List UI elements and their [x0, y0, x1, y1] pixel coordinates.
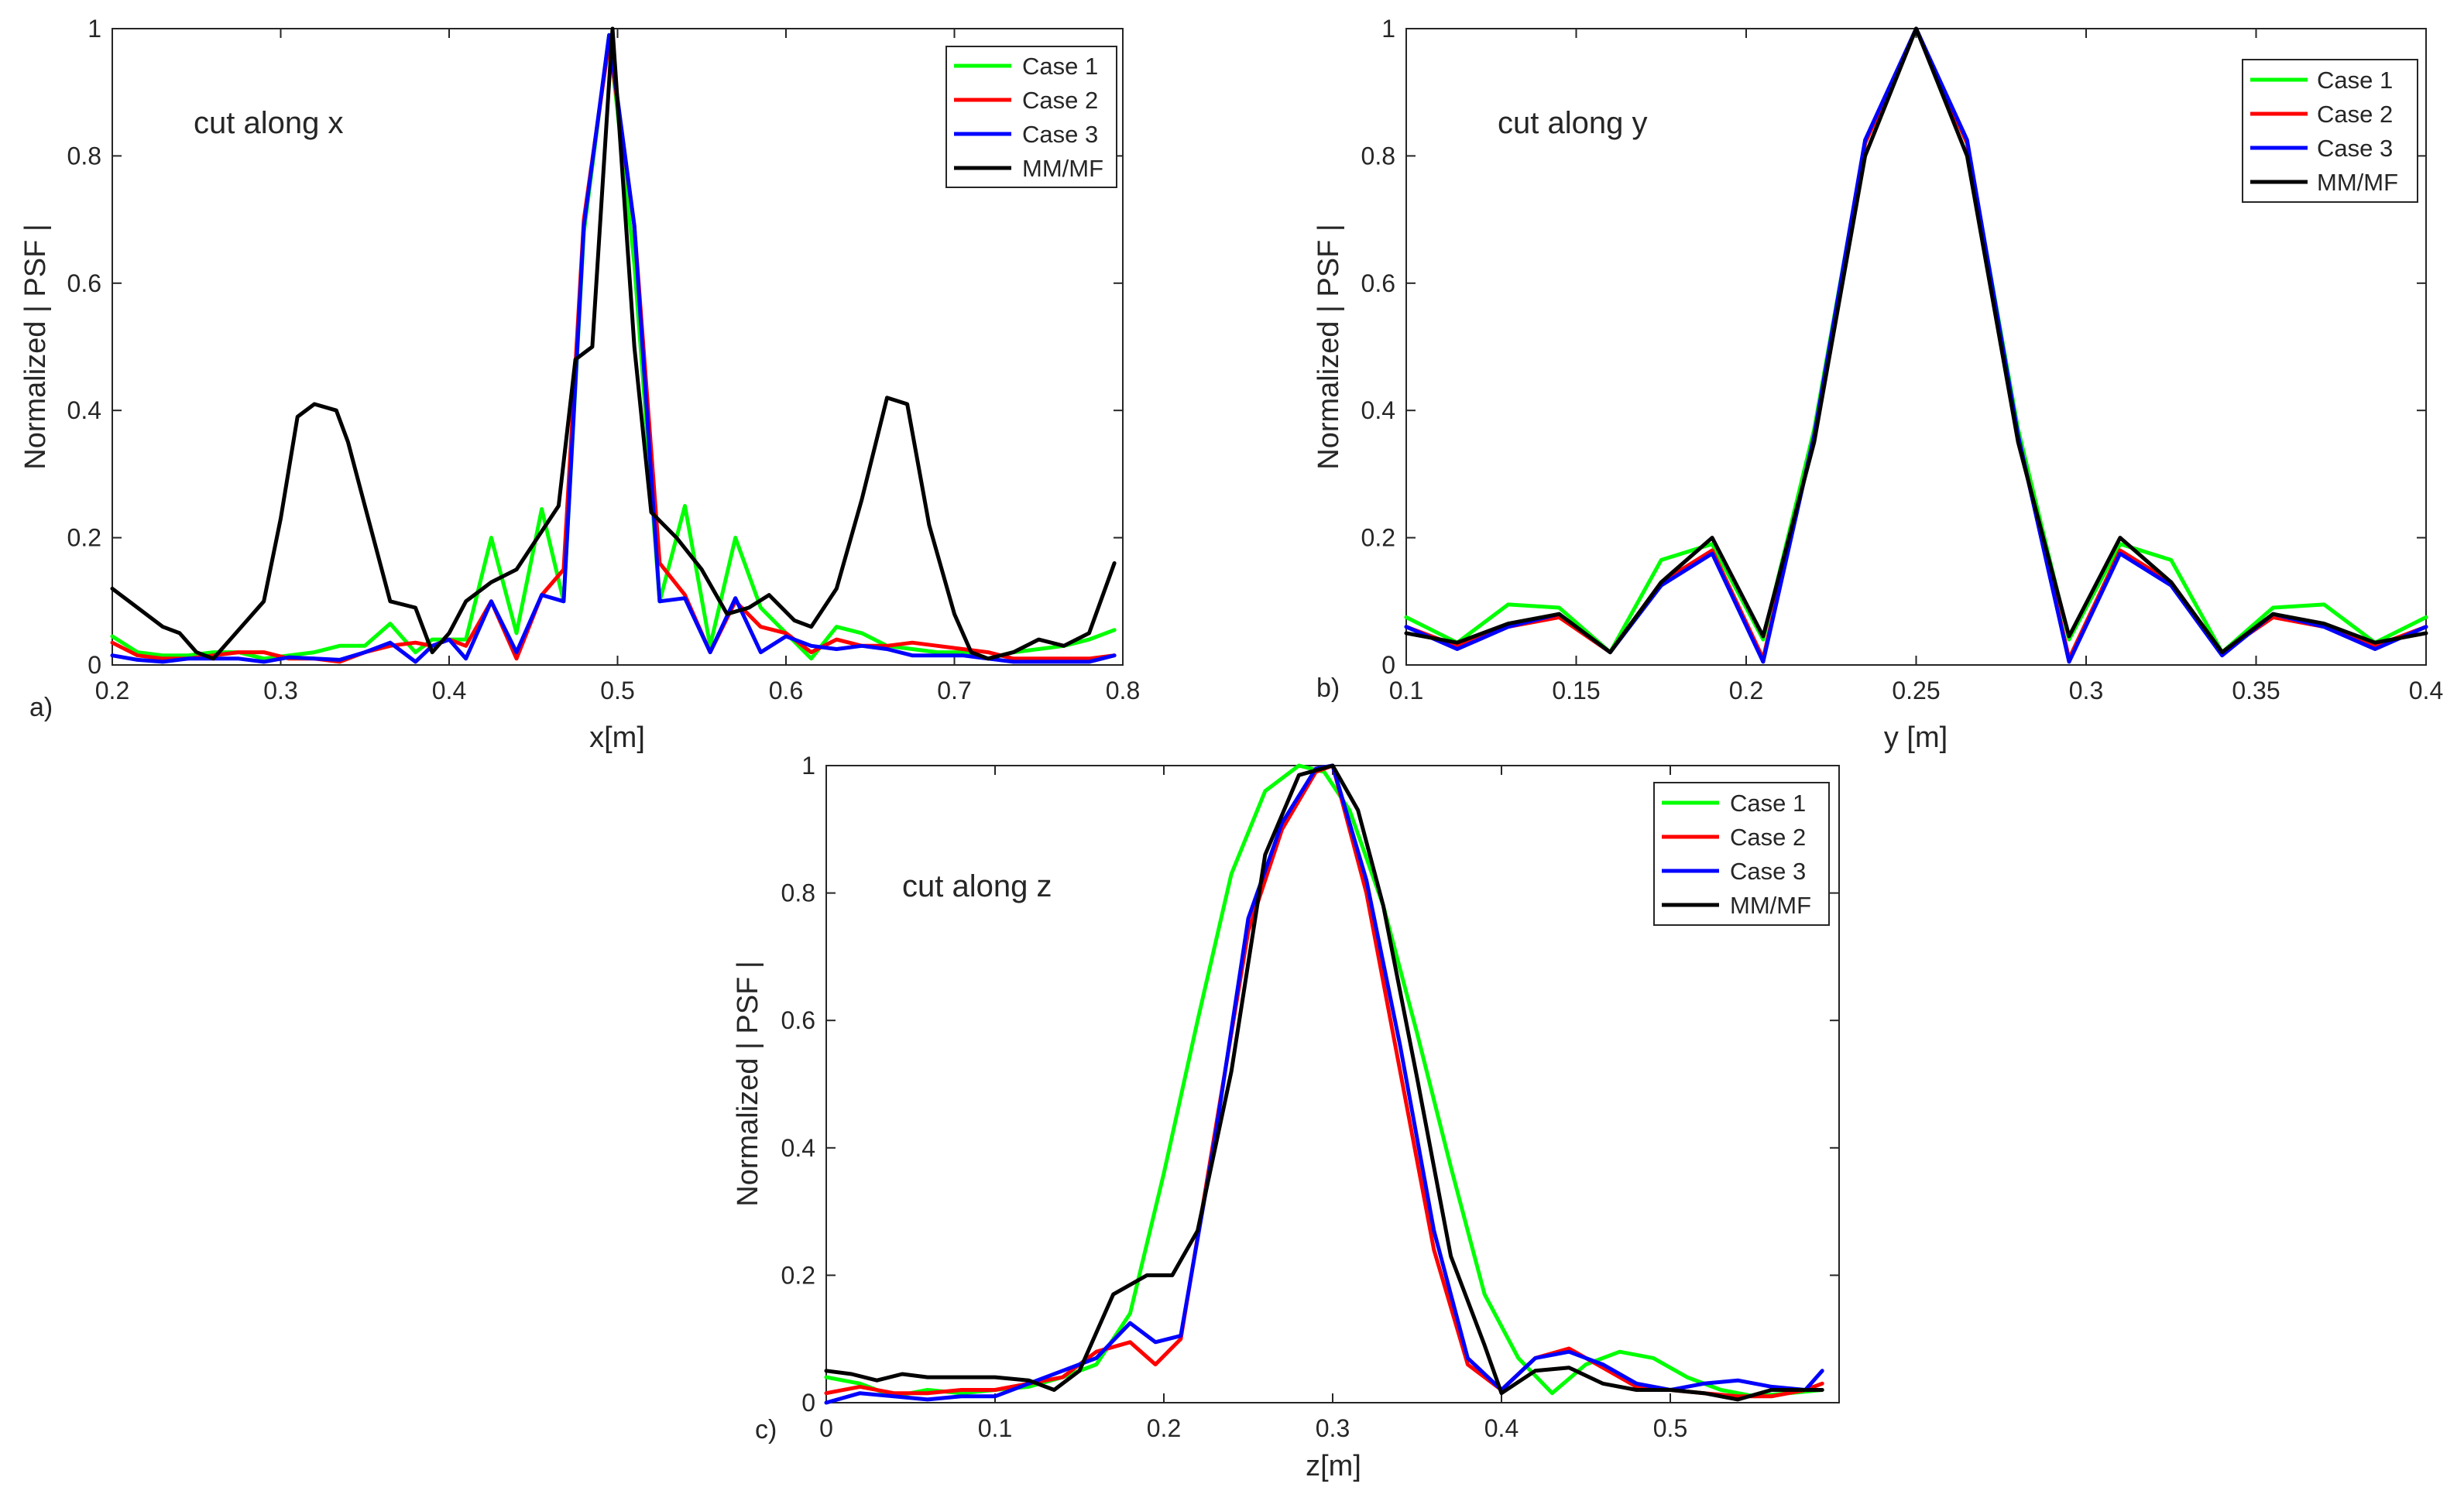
series-line-mm-mf — [1404, 26, 2428, 655]
x-tick-label: 0.3 — [263, 677, 297, 704]
legend-label-case-1: Case 1 — [2317, 67, 2393, 94]
x-tick-label: 0.6 — [769, 677, 803, 704]
x-tick-label: 0 — [819, 1414, 833, 1442]
legend: Case 1 Case 2 Case 3 MM/MF — [945, 46, 1117, 188]
y-tick-label: 0.2 — [1361, 524, 1395, 552]
legend-label-case-3: Case 3 — [2317, 135, 2393, 162]
x-tick-label: 0.7 — [937, 677, 971, 704]
y-axis-label: Normalized | PSF | — [1313, 224, 1345, 470]
legend-box — [945, 46, 1117, 188]
y-axis-label: Normalized | PSF | — [732, 961, 764, 1207]
legend-label-case-2: Case 2 — [1730, 824, 1806, 851]
panel-c-cut-along-z: 0 0.1 0.2 0.3 0.4 0.5 0 0.2 0.4 0.6 0.8 1 cut along… — [732, 752, 1840, 1482]
y-tick-label: 0.8 — [1361, 142, 1395, 170]
x-tick-label: 0.5 — [600, 677, 634, 704]
y-tick-label: 0.6 — [781, 1006, 815, 1034]
legend: Case 1 Case 2 Case 3 MM/MF — [2242, 59, 2418, 203]
legend-label-mmmf: MM/MF — [1730, 892, 1811, 919]
y-tick-label: 0.4 — [1361, 396, 1395, 424]
y-tick-label: 0.6 — [1361, 269, 1395, 297]
x-tick-label: 0.1 — [978, 1414, 1012, 1442]
x-tick-label: 0.25 — [1892, 677, 1940, 704]
series-line-case-3 — [110, 33, 1117, 664]
y-tick-label: 1 — [1381, 15, 1395, 43]
x-tick-label: 0.2 — [1729, 677, 1763, 704]
y-tick-label: 1 — [801, 752, 815, 780]
x-tick-label: 0.4 — [432, 677, 466, 704]
legend-box — [2242, 59, 2418, 203]
y-tick-label: 0.2 — [67, 524, 101, 552]
x-tick-label: 0.2 — [95, 677, 129, 704]
y-tick-label: 0.4 — [67, 396, 101, 424]
series-line-mm-mf — [824, 763, 1824, 1402]
panel-b-cut-along-y: 0.1 0.15 0.2 0.25 0.3 0.35 0.4 0 0.2 0.4 0.6 0.8 1 c… — [1313, 15, 2443, 754]
cut-annotation: cut along y — [1498, 106, 1647, 140]
y-tick-label: 0.4 — [781, 1134, 815, 1162]
x-tick-label: 0.5 — [1653, 1414, 1687, 1442]
series-line-mm-mf — [110, 26, 1117, 661]
legend-label-case-1: Case 1 — [1730, 790, 1806, 817]
x-tick-label: 0.1 — [1389, 677, 1423, 704]
y-tick-label: 0.2 — [781, 1261, 815, 1289]
y-tick-label: 0 — [88, 651, 101, 679]
legend-label-case-2: Case 2 — [2317, 101, 2393, 128]
legend-label-case-3: Case 3 — [1730, 858, 1806, 885]
x-tick-label: 0.35 — [2232, 677, 2280, 704]
y-tick-label: 0 — [801, 1389, 815, 1417]
legend-label-mmmf: MM/MF — [2317, 169, 2398, 196]
legend-label-case-1: Case 1 — [1022, 53, 1098, 80]
legend-label-case-2: Case 2 — [1022, 87, 1098, 114]
x-tick-label: 0.2 — [1147, 1414, 1181, 1442]
legend-label-mmmf: MM/MF — [1022, 155, 1103, 182]
panel-a-cut-along-x: 0.2 0.3 0.4 0.5 0.6 0.7 0.800.20.40.60.81 cut … — [19, 15, 1140, 754]
legend: Case 1 Case 2 Case 3 MM/MF — [1653, 782, 1830, 926]
x-tick-label: 0.15 — [1552, 677, 1600, 704]
y-tick-label: 1 — [88, 15, 101, 43]
y-tick-label: 0 — [1381, 651, 1395, 679]
x-tick-label: 0.4 — [1484, 1414, 1519, 1442]
legend-label-case-3: Case 3 — [1022, 121, 1098, 148]
legend-box — [1653, 782, 1830, 926]
y-tick-label: 0.8 — [781, 879, 815, 907]
panel-label: b) — [1316, 673, 1340, 703]
y-tick-label: 0.8 — [67, 142, 101, 170]
y-tick-label: 0.6 — [67, 269, 101, 297]
x-axis-label: x[m] — [589, 721, 645, 754]
x-tick-label: 0.4 — [2409, 677, 2443, 704]
cut-annotation: cut along z — [902, 869, 1052, 903]
x-axis-label: y [m] — [1884, 721, 1948, 754]
x-tick-label: 0.3 — [2069, 677, 2103, 704]
x-axis-label: z[m] — [1306, 1450, 1361, 1482]
cut-annotation: cut along x — [194, 106, 343, 140]
x-tick-label: 0.3 — [1316, 1414, 1350, 1442]
panel-label: a) — [29, 693, 53, 722]
panel-label: c) — [755, 1415, 777, 1444]
x-tick-label: 0.8 — [1106, 677, 1140, 704]
y-axis-label: Normalized | PSF | — [19, 224, 52, 470]
